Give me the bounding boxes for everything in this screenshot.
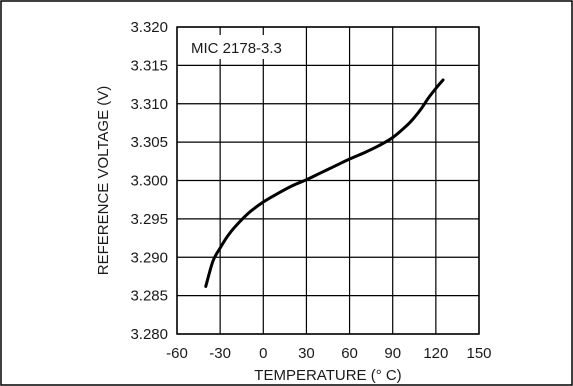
x-tick-label-3: 30 bbox=[298, 345, 315, 362]
annotation-group: MIC 2178-3.3 bbox=[185, 35, 303, 59]
x-tick-label-2: 0 bbox=[259, 345, 267, 362]
x-tick-labels: -60 -30 0 30 60 90 120 150 bbox=[166, 345, 491, 362]
y-tick-label-6: 3.310 bbox=[130, 96, 168, 113]
plot-area-border bbox=[176, 26, 480, 335]
y-tick-label-7: 3.315 bbox=[130, 57, 168, 74]
x-tick-label-4: 60 bbox=[341, 345, 358, 362]
x-axis-label: TEMPERATURE (° C) bbox=[254, 367, 401, 384]
annotation-background bbox=[185, 35, 303, 59]
x-tick-label-5: 90 bbox=[384, 345, 401, 362]
y-tick-label-1: 3.285 bbox=[130, 288, 168, 305]
y-tick-label-2: 3.290 bbox=[130, 249, 168, 266]
series-group bbox=[204, 78, 445, 288]
x-tick-label-1: -30 bbox=[209, 345, 231, 362]
y-axis-label: REFERENCE VOLTAGE (V) bbox=[95, 86, 112, 275]
y-tick-label-0: 3.280 bbox=[130, 326, 168, 343]
series-line-0 bbox=[204, 78, 445, 288]
x-tick-label-7: 150 bbox=[466, 345, 491, 362]
x-tick-label-0: -60 bbox=[166, 345, 188, 362]
x-tick-label-6: 120 bbox=[423, 345, 448, 362]
y-tick-label-4: 3.300 bbox=[130, 173, 168, 190]
y-tick-label-3: 3.295 bbox=[130, 211, 168, 228]
y-tick-labels: 3.280 3.285 3.290 3.295 3.300 3.305 3.310 3.315… bbox=[130, 19, 168, 343]
y-tick-label-8: 3.320 bbox=[130, 19, 168, 36]
y-tick-label-5: 3.305 bbox=[130, 134, 168, 151]
chart-annotation: MIC 2178-3.3 bbox=[191, 40, 282, 57]
